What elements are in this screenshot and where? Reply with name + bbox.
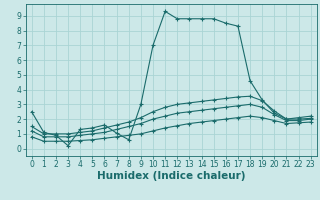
X-axis label: Humidex (Indice chaleur): Humidex (Indice chaleur) [97, 171, 245, 181]
